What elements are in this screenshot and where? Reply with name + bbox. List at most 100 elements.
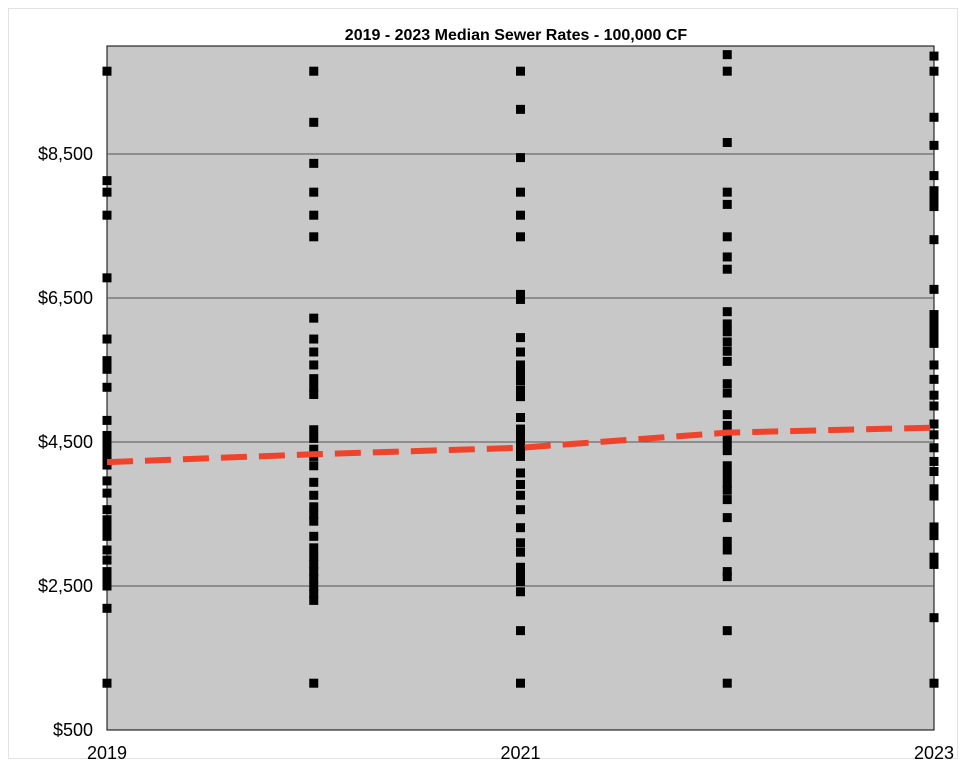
data-point: [929, 338, 939, 348]
data-point: [309, 425, 319, 435]
y-tick-label: $2,500: [38, 576, 93, 596]
data-point: [516, 678, 525, 688]
data-point: [102, 66, 112, 76]
data-point: [929, 51, 939, 61]
data-point: [102, 515, 112, 525]
data-point: [309, 559, 319, 569]
data-point: [929, 235, 939, 245]
data-point: [516, 444, 525, 454]
data-point: [929, 316, 939, 326]
data-point: [309, 117, 319, 127]
data-point: [102, 574, 112, 584]
data-point: [102, 555, 112, 565]
y-tick-label: $6,500: [38, 288, 93, 308]
data-point: [722, 264, 732, 274]
data-point: [102, 678, 112, 688]
data-point: [722, 567, 732, 577]
data-point: [516, 569, 525, 579]
data-point: [309, 232, 319, 242]
data-point: [309, 516, 319, 526]
data-point: [309, 347, 319, 357]
data-point: [722, 319, 732, 329]
data-point: [309, 433, 319, 443]
data-point: [102, 187, 112, 197]
data-point: [722, 252, 732, 262]
data-point: [102, 210, 112, 220]
data-point: [309, 334, 319, 344]
data-point: [516, 626, 525, 636]
data-point: [516, 385, 525, 395]
data-point: [929, 360, 939, 370]
data-point: [929, 484, 939, 494]
median-line: [106, 424, 935, 466]
data-point: [102, 523, 112, 533]
data-point: [309, 210, 319, 220]
median-trend-line: [106, 424, 935, 466]
data-point: [722, 388, 732, 398]
data-point: [309, 477, 319, 487]
data-point: [102, 460, 112, 470]
data-point: [929, 140, 939, 150]
data-point: [102, 567, 112, 577]
y-tick-label: $500: [53, 720, 93, 740]
data-point: [102, 581, 112, 591]
data-point: [516, 392, 525, 402]
data-point: [722, 626, 732, 636]
data-point: [516, 360, 525, 370]
x-tick-label: 2021: [500, 743, 540, 763]
data-point: [516, 66, 525, 76]
data-point: [102, 505, 112, 515]
data-point: [722, 337, 732, 347]
data-point: [929, 456, 939, 466]
data-point: [929, 613, 939, 623]
data-point: [102, 531, 112, 541]
data-point: [722, 469, 732, 479]
data-point: [929, 531, 939, 541]
data-point: [929, 401, 939, 411]
data-point: [102, 603, 112, 613]
data-point: [516, 538, 525, 548]
data-point: [516, 577, 525, 587]
data-point: [929, 467, 939, 477]
data-point: [722, 199, 732, 209]
data-point: [102, 364, 112, 374]
data-point: [102, 488, 112, 498]
data-point: [929, 419, 939, 429]
data-point: [722, 478, 732, 488]
data-point: [102, 431, 112, 441]
data-point: [722, 438, 732, 448]
data-point: [516, 153, 525, 163]
data-point: [102, 356, 112, 366]
data-point: [722, 461, 732, 471]
data-point: [102, 382, 112, 392]
data-point: [102, 545, 112, 555]
data-point: [929, 491, 939, 501]
y-tick-label: $4,500: [38, 432, 93, 452]
data-point: [516, 187, 525, 197]
data-point: [102, 451, 112, 461]
data-point: [929, 430, 939, 440]
data-point: [102, 438, 112, 448]
x-tick-label: 2019: [87, 743, 127, 763]
data-point: [309, 389, 319, 399]
data-point: [722, 513, 732, 523]
data-point: [309, 490, 319, 500]
data-point: [722, 346, 732, 356]
data-point: [309, 551, 319, 561]
data-point: [929, 66, 939, 76]
data-point: [722, 327, 732, 337]
data-point: [516, 333, 525, 343]
data-point: [929, 325, 939, 335]
data-point: [309, 582, 319, 592]
data-point: [309, 595, 319, 605]
data-point: [309, 187, 319, 197]
data-point: [722, 420, 732, 430]
data-point: [309, 313, 319, 323]
data-point: [309, 66, 319, 76]
data-point: [516, 451, 525, 461]
data-point: [102, 476, 112, 486]
data-point: [309, 444, 319, 454]
data-point: [516, 294, 525, 304]
data-point: [516, 437, 525, 447]
y-tick-label: $8,500: [38, 144, 93, 164]
